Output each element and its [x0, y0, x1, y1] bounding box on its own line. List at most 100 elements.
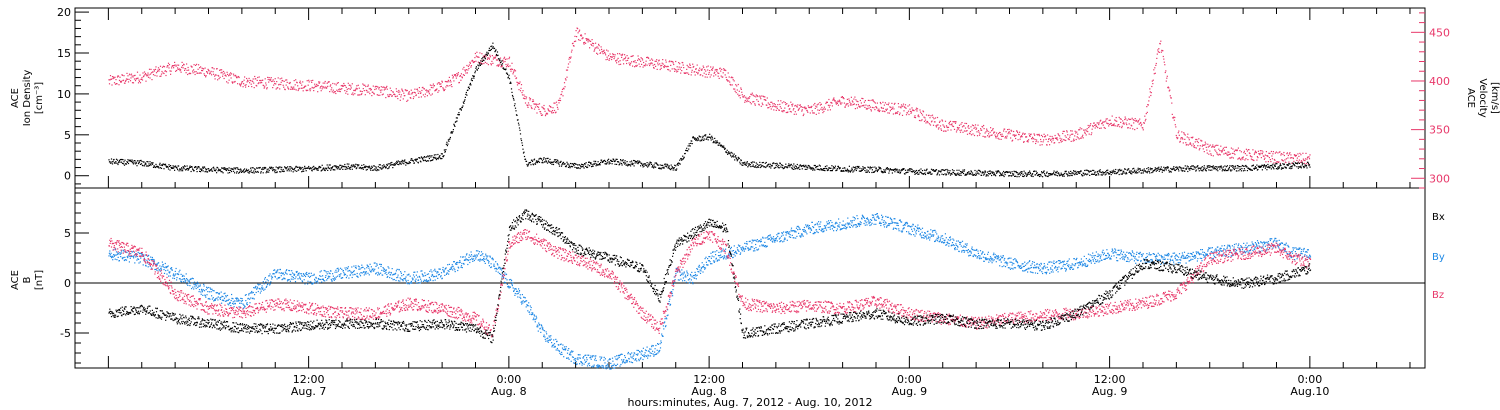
density-series-point	[139, 160, 141, 162]
velocity-series-point	[936, 116, 939, 119]
density-series-point	[931, 173, 933, 175]
velocity-series-point	[798, 108, 800, 110]
density-series-point	[983, 171, 985, 173]
density-series-point	[940, 171, 942, 173]
density-series-point	[934, 170, 937, 172]
velocity-series-point	[226, 71, 228, 73]
density-series-point	[722, 145, 724, 147]
velocity-series-point	[670, 64, 672, 66]
velocity-series-point	[609, 58, 611, 60]
velocity-series-point	[523, 98, 526, 100]
velocity-series-point	[916, 110, 918, 112]
velocity-series-point	[620, 63, 622, 65]
density-series-point	[624, 160, 626, 162]
density-series-point	[512, 96, 514, 98]
density-series-point	[786, 167, 788, 169]
velocity-series-point	[243, 79, 245, 81]
density-series-point	[549, 162, 552, 164]
velocity-series-point	[961, 122, 963, 124]
velocity-series-point	[469, 61, 471, 63]
velocity-series-point	[1193, 145, 1195, 147]
density-series-point	[712, 142, 714, 144]
velocity-series-point	[1294, 154, 1296, 156]
density-series-point	[1216, 166, 1218, 168]
velocity-series-point	[659, 63, 661, 65]
velocity-series-point	[1110, 122, 1112, 124]
velocity-series-point	[602, 53, 604, 55]
velocity-series-point	[317, 84, 319, 87]
velocity-series-point	[457, 72, 459, 74]
density-series-point	[880, 170, 882, 172]
velocity-series-point	[156, 75, 158, 77]
velocity-series-point	[219, 69, 221, 71]
density-series-point	[1300, 165, 1302, 167]
density-series-point	[219, 169, 221, 171]
velocity-series-point	[1097, 127, 1099, 129]
density-series-point	[1243, 168, 1245, 170]
density-series-point	[336, 168, 338, 170]
velocity-series-point	[916, 108, 919, 110]
velocity-series-point	[833, 99, 835, 101]
density-series-point	[901, 169, 904, 171]
density-series-point	[1109, 172, 1111, 175]
density-series-point	[894, 168, 896, 170]
density-series-point	[438, 156, 440, 158]
velocity-series-point	[1177, 132, 1179, 134]
density-series-point	[215, 168, 217, 170]
velocity-series-point	[1171, 102, 1173, 104]
density-series-point	[894, 171, 896, 173]
density-series-point	[317, 168, 319, 170]
velocity-series-point	[289, 82, 291, 85]
density-series-point	[831, 165, 833, 167]
density-series-point	[231, 170, 233, 173]
velocity-series-point	[126, 78, 129, 80]
velocity-series-point	[381, 89, 383, 91]
density-series-point	[1165, 167, 1167, 169]
velocity-series-point	[218, 75, 220, 77]
density-series-point	[165, 165, 167, 167]
density-series-point	[403, 163, 405, 165]
velocity-series-point	[713, 72, 715, 74]
density-series-point	[960, 174, 962, 176]
density-series-point	[1298, 162, 1300, 164]
velocity-series-point	[715, 74, 717, 76]
velocity-series-point	[1183, 133, 1185, 135]
density-series-point	[461, 106, 463, 109]
velocity-series-point	[187, 73, 189, 76]
density-series-point	[115, 158, 118, 160]
velocity-series-point	[624, 57, 626, 60]
velocity-series-point	[902, 103, 905, 105]
velocity-series-point	[1240, 151, 1242, 153]
density-series-point	[261, 168, 263, 171]
density-series-point	[256, 167, 258, 169]
velocity-series-point	[440, 85, 442, 87]
density-series-point	[1305, 165, 1307, 167]
velocity-series-point	[489, 54, 491, 56]
density-series-point	[1009, 171, 1011, 173]
velocity-series-point	[931, 114, 934, 116]
density-series-point	[738, 157, 740, 159]
velocity-series-point	[581, 38, 583, 40]
density-series-point	[437, 153, 439, 156]
velocity-series-point	[158, 70, 160, 72]
velocity-series-point	[696, 71, 698, 73]
velocity-series-point	[815, 105, 817, 107]
density-series-point	[941, 173, 943, 175]
velocity-series-point	[806, 109, 808, 111]
velocity-series-point	[797, 104, 799, 106]
velocity-series-point	[341, 88, 343, 90]
velocity-series-point	[1203, 151, 1205, 153]
density-series-point	[321, 169, 323, 171]
velocity-series-point	[1203, 144, 1205, 146]
density-series-point	[341, 166, 343, 168]
density-series-point	[170, 165, 172, 167]
density-series-point	[1008, 171, 1010, 173]
density-series-point	[140, 159, 142, 161]
velocity-series-point	[1184, 134, 1186, 136]
velocity-series-point	[321, 85, 323, 87]
density-series-point	[536, 162, 539, 164]
density-series-point	[1177, 167, 1179, 169]
velocity-series-point	[169, 70, 171, 72]
density-series-point	[1182, 169, 1184, 172]
velocity-series-point	[1055, 137, 1057, 139]
